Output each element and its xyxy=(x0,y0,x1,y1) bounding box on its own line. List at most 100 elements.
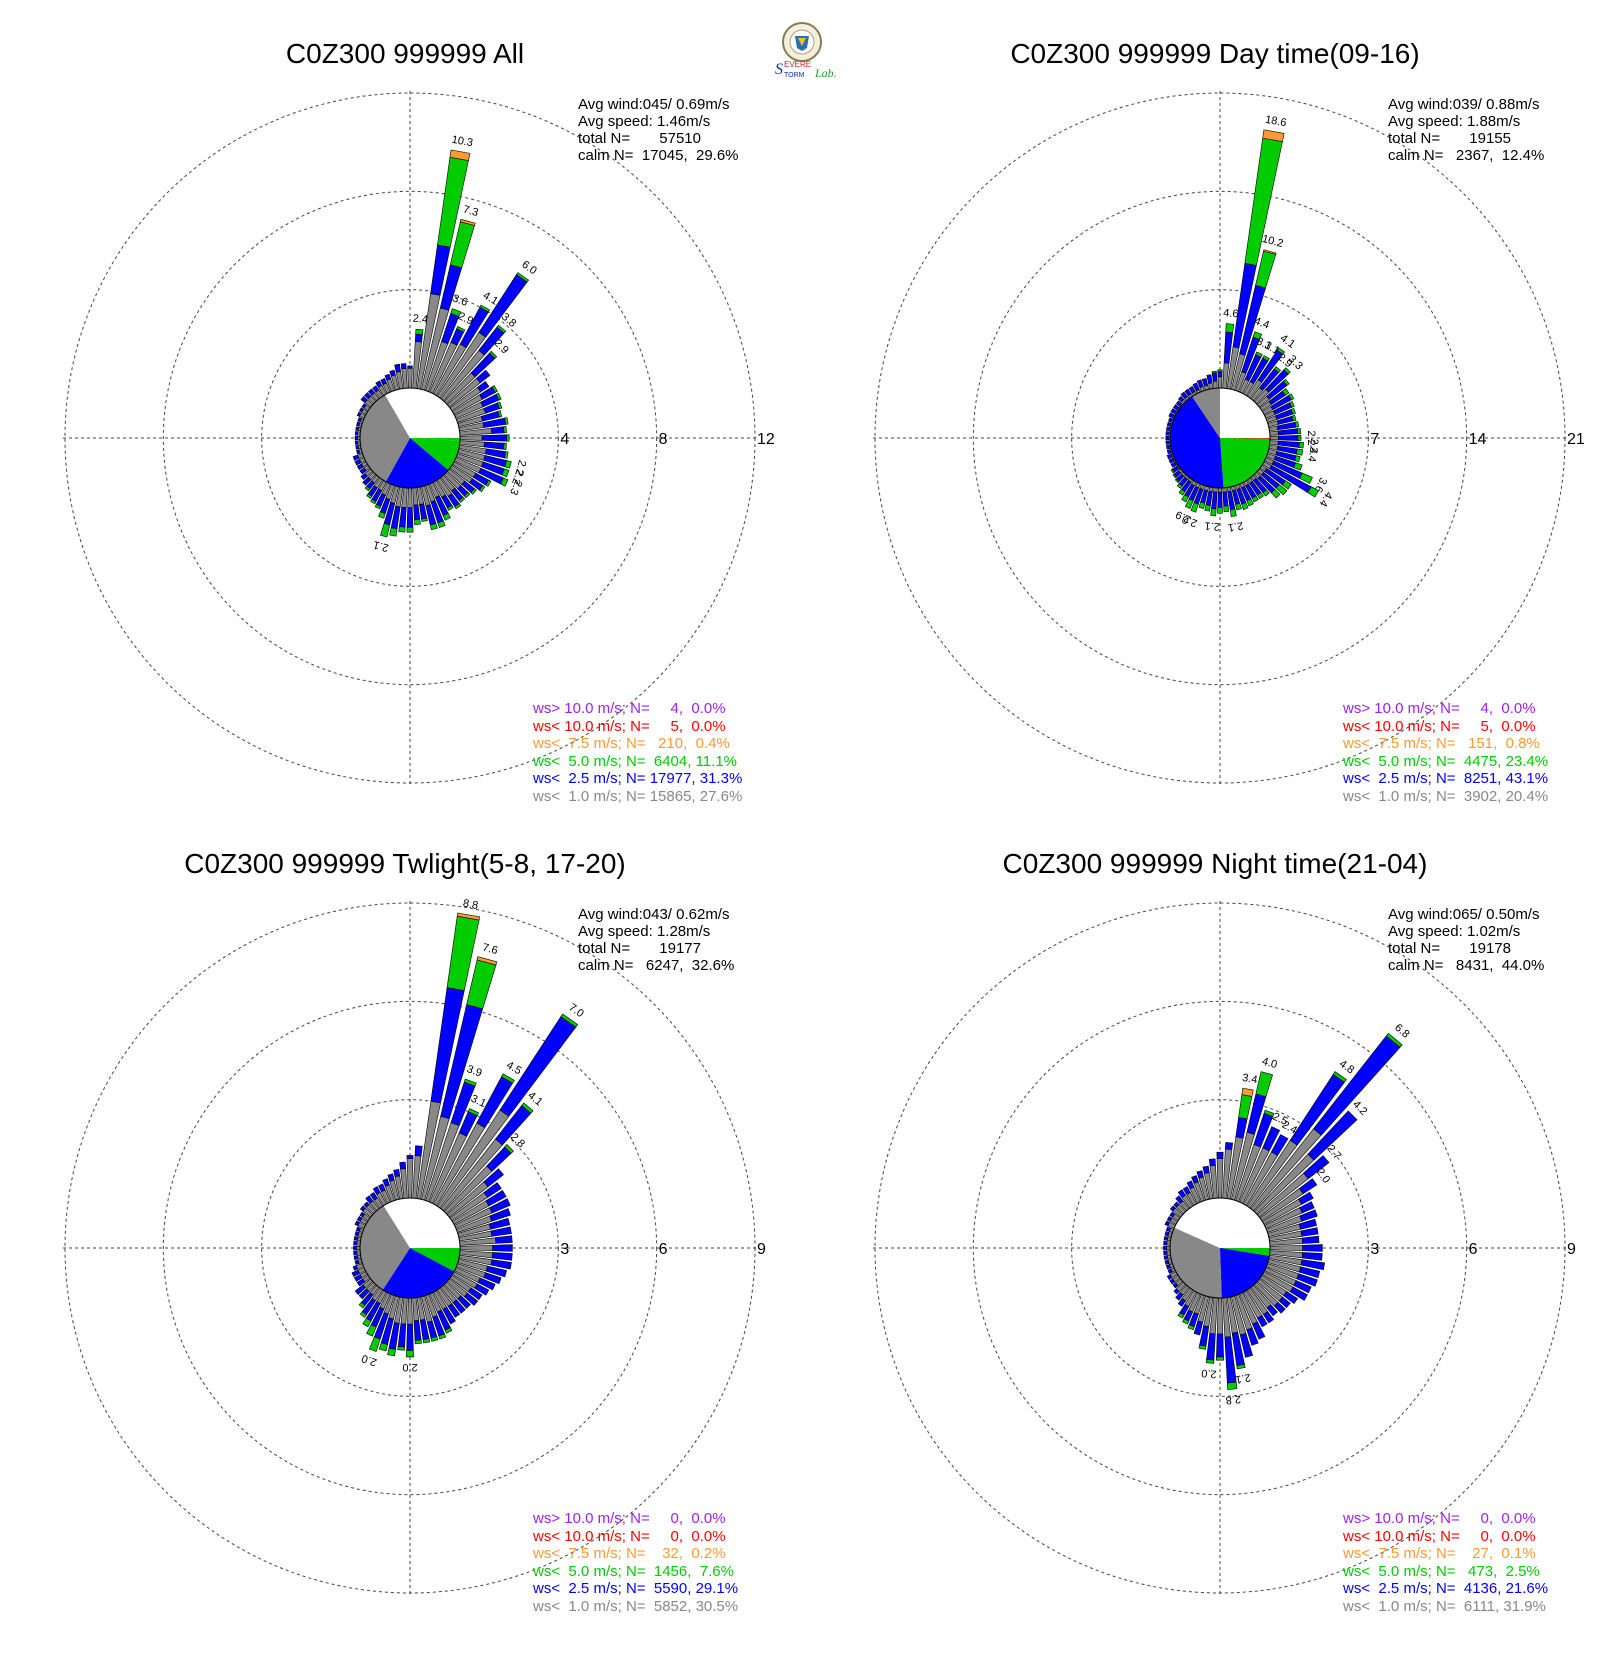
wind-bar-segment xyxy=(1216,1158,1224,1199)
calm-pie-slice xyxy=(1220,1248,1270,1256)
calm-count: calm N= 8431, 44.0% xyxy=(1388,957,1545,974)
wind-bar-segment xyxy=(490,1226,512,1237)
wind-rose-plot: 7 14 214.618.610.24.43.13.14.12.93.32.22.4… xyxy=(873,91,1585,785)
bar-value-label: 4.1 xyxy=(525,1090,544,1109)
wind-bar-segment xyxy=(1307,486,1320,498)
calm-pie-slice xyxy=(410,388,460,438)
ring-label: 14 xyxy=(1469,431,1487,448)
wind-bar-segment xyxy=(485,1265,507,1278)
wind-bar-segment xyxy=(355,445,360,450)
wind-bar-segment xyxy=(491,1252,513,1261)
wind-bar-segment xyxy=(1163,1250,1168,1256)
wind-bar-segment xyxy=(1168,417,1173,423)
wind-bar-segment xyxy=(414,1145,423,1157)
wind-bar-segment xyxy=(1205,1359,1215,1364)
wind-bar-segment xyxy=(413,504,421,521)
wind-bar-segment xyxy=(1210,508,1217,517)
wind-rose-panel-night: 3 6 9 3.4 4.0 2.5 2.4 4.8 6.8 4.2 2.7 2.0 2.1 2.8 2.0 … xyxy=(810,810,1620,1620)
bar-value-label: 6.0 xyxy=(519,259,538,278)
wind-bar-segment xyxy=(1170,408,1177,415)
wind-bar-segment xyxy=(483,1168,504,1188)
wind-bar-segment xyxy=(1166,1215,1173,1222)
wind-bar-segment xyxy=(497,401,503,410)
wind-bar-segment xyxy=(1300,1259,1326,1271)
avg-speed: Avg speed: 1.46m/s xyxy=(578,113,711,130)
wind-bar-segment xyxy=(364,392,372,400)
wind-bar-segment xyxy=(1190,502,1199,513)
legend-entry: ws< 2.5 m/s; N= 17977, 31.3% xyxy=(533,770,743,787)
wind-bar-segment xyxy=(496,324,507,334)
legend-entry: ws< 2.5 m/s; N= 4136, 21.6% xyxy=(1343,1580,1549,1597)
grid-ring xyxy=(972,1000,1468,1496)
wind-bar-segment xyxy=(504,1144,514,1154)
wind-bar-segment xyxy=(437,520,446,528)
wind-rose-panel-twilight: 3 6 9 8.8 7.6 3.9 3.1 4.5 7.0 4.1 2.8 2.0 2.0 C0Z300… xyxy=(0,810,810,1620)
wind-bar-segment xyxy=(1332,1071,1347,1083)
wind-bar-segment xyxy=(1172,1282,1179,1289)
wind-bar-segment xyxy=(354,1259,360,1265)
wind-bar-segment xyxy=(459,1244,494,1252)
grid-ring xyxy=(162,1000,658,1496)
wind-bar-segment xyxy=(1269,440,1279,446)
wind-bar-segment xyxy=(1165,1264,1171,1270)
wind-bar-segment xyxy=(356,1215,363,1222)
wind-bar-segment xyxy=(1187,1324,1195,1331)
panel-title: C0Z300 999999 Day time(09-16) xyxy=(1010,38,1420,69)
wind-bar-segment xyxy=(1177,1298,1186,1307)
legend-entry: ws< 10.0 m/s; N= 5, 0.0% xyxy=(1343,717,1536,735)
calm-pie-slice xyxy=(382,1248,455,1298)
wind-bar-segment xyxy=(1217,487,1223,493)
calm-pie-slice xyxy=(1220,1198,1270,1248)
wind-bar-segment xyxy=(421,517,428,522)
wind-bar-segment xyxy=(1217,370,1223,378)
wind-bar-segment xyxy=(504,417,509,425)
legend-entry: ws< 7.5 m/s; N= 27, 0.1% xyxy=(1343,1545,1536,1562)
logo-s-letter: S xyxy=(775,61,783,78)
wind-bar-segment xyxy=(414,519,421,526)
wind-bar-segment xyxy=(406,1155,414,1160)
calm-circle xyxy=(1169,1197,1271,1299)
wind-bar-segment xyxy=(1297,427,1302,435)
wind-bar-segment xyxy=(1206,374,1213,384)
wind-bar-segment xyxy=(1241,1087,1254,1097)
wind-bar-segment xyxy=(459,218,476,226)
wind-bar-segment xyxy=(1175,1292,1184,1301)
wind-bar-segment xyxy=(356,421,361,427)
summary-stats: Avg wind:039/ 0.88m/s Avg speed: 1.88m/s… xyxy=(1388,96,1544,164)
summary-stats: Avg wind:065/ 0.50m/s Avg speed: 1.02m/s… xyxy=(1388,906,1544,974)
calm-pie-slice xyxy=(1220,438,1270,488)
wind-bar-segment xyxy=(354,1220,360,1227)
wind-bar-segment xyxy=(1269,435,1279,441)
wind-bar-segment xyxy=(1165,435,1169,441)
legend-entry: ws< 10.0 m/s; N= 0, 0.0% xyxy=(1343,1527,1536,1545)
wind-bar-segment xyxy=(1263,1311,1275,1324)
wind-bar-segment xyxy=(1163,1235,1169,1241)
wind-bar-segment xyxy=(481,434,507,442)
wind-bar-segment xyxy=(458,496,466,503)
wind-bar-segment xyxy=(560,1013,579,1028)
bar-value-label: 2.9 xyxy=(456,310,475,327)
wind-bar-segment xyxy=(355,426,360,431)
wind-bar-segment xyxy=(1165,444,1171,450)
wind-bar-segment xyxy=(1269,1244,1304,1252)
wind-bar-segment xyxy=(516,272,530,283)
wind-bar-segment xyxy=(479,304,491,313)
bar-value-label: 7.0 xyxy=(566,1002,585,1021)
wind-bar-segment xyxy=(497,410,503,418)
wind-bar-segment xyxy=(1235,502,1242,511)
wind-bar-segment xyxy=(1294,455,1301,463)
wind-bar-segment xyxy=(1216,1297,1224,1335)
wind-bar-segment xyxy=(1226,1381,1238,1390)
avg-wind: Avg wind:065/ 0.50m/s xyxy=(1388,906,1540,923)
wind-bar-segment xyxy=(1273,1301,1286,1314)
wind-bar-segment xyxy=(366,1324,377,1337)
wind-bar-segment xyxy=(485,479,492,487)
wind-bar-segment xyxy=(389,527,398,537)
wind-bar-segment xyxy=(1217,376,1223,389)
wind-bar-segment xyxy=(406,1323,414,1351)
wind-bar-segment xyxy=(354,440,359,445)
wind-bar-segment xyxy=(1216,1151,1224,1160)
wind-rose-plot: 4 8 122.410.37.33.62.94.16.03.82.92.22.22.… xyxy=(63,91,775,785)
wind-bar-segment xyxy=(1208,1158,1216,1167)
legend-entry: ws< 5.0 m/s; N= 473, 2.5% xyxy=(1343,1562,1540,1580)
